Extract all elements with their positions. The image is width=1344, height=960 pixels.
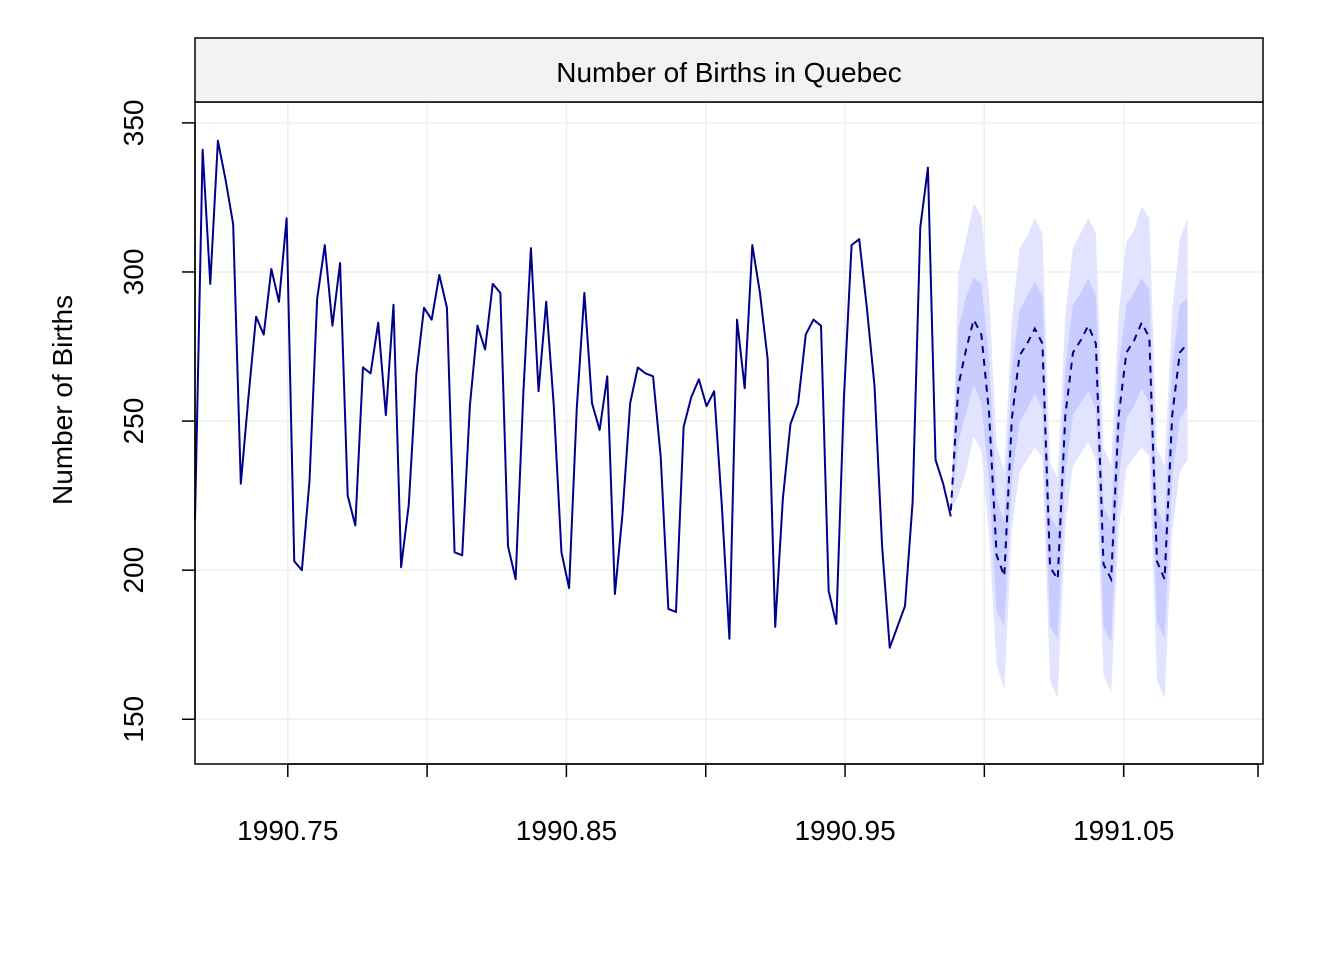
chart-title: Number of Births in Quebec (556, 57, 902, 88)
y-tick-label-0: 150 (118, 696, 149, 743)
title-strip (194, 37, 1264, 103)
x-tick-label-1: 1990.85 (516, 815, 617, 846)
series-lines (194, 139, 1189, 649)
x-tick-label-3: 1991.05 (1073, 815, 1174, 846)
x-tick-label-2: 1990.95 (794, 815, 895, 846)
x-tick-label-0: 1990.75 (237, 815, 338, 846)
x-axis: 1990.75 1990.85 1990.95 1991.05 (237, 763, 1259, 846)
y-axis-title: Number of Births (47, 295, 78, 505)
y-tick-label-4: 350 (118, 100, 149, 147)
y-axis: 150 200 250 300 350 (118, 100, 196, 743)
forecast-bands (950, 203, 1188, 699)
y-tick-label-3: 300 (118, 249, 149, 296)
forecast-band-80 (950, 277, 1188, 642)
y-tick-label-1: 200 (118, 547, 149, 594)
observed-series-line (194, 139, 952, 649)
y-tick-label-2: 250 (118, 398, 149, 445)
